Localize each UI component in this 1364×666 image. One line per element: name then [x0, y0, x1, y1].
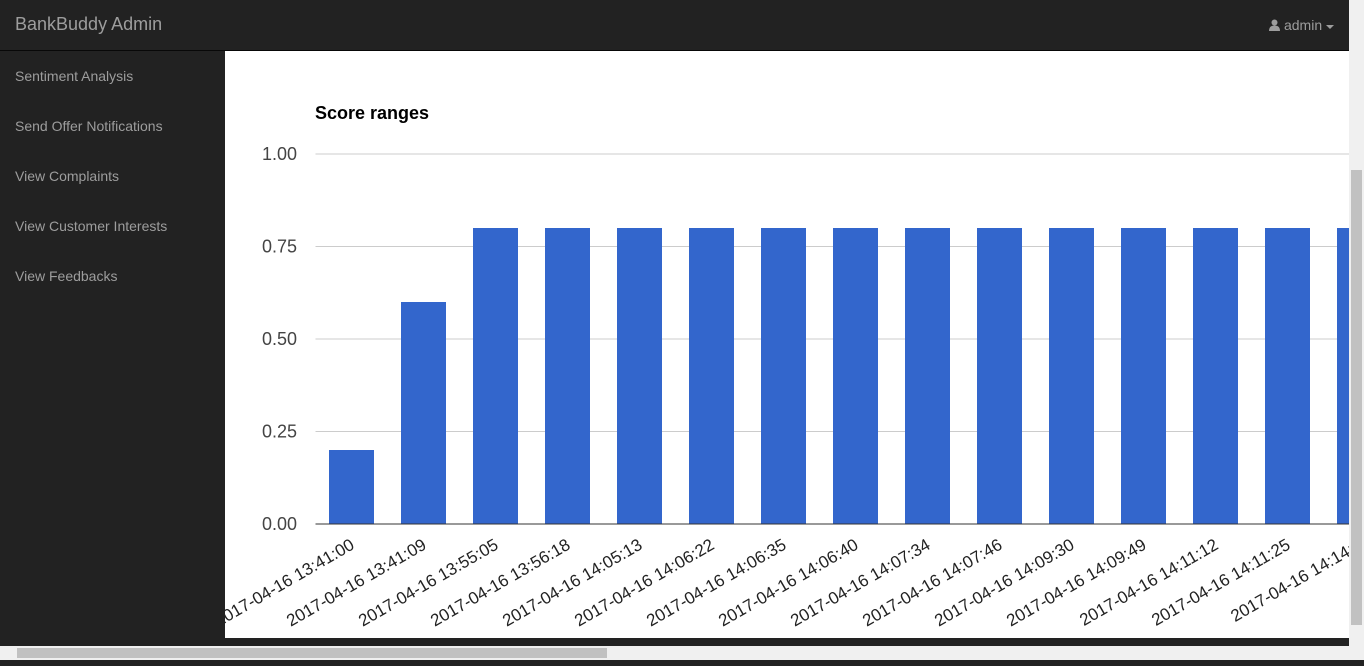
y-tick-label: 0.25: [262, 422, 297, 442]
scroll-thumb[interactable]: [17, 648, 607, 658]
bar: [1049, 228, 1094, 524]
y-tick-label: 0.50: [262, 329, 297, 349]
bar: [545, 228, 590, 524]
bar: [761, 228, 806, 524]
bar: [1265, 228, 1310, 524]
brand[interactable]: BankBuddy Admin: [15, 14, 163, 34]
navbar: BankBuddy Admin admin: [0, 0, 1349, 51]
bar: [905, 228, 950, 524]
nav-link[interactable]: View Feedbacks: [15, 268, 118, 284]
bar: [1193, 228, 1238, 524]
bar: [617, 228, 662, 524]
user-menu[interactable]: admin: [1269, 17, 1334, 33]
horizontal-scrollbar[interactable]: [0, 646, 1364, 660]
nav-link[interactable]: View Customer Interests: [15, 218, 168, 234]
caret: [1326, 25, 1334, 29]
bar: [1121, 228, 1166, 524]
nav-link[interactable]: Send Offer Notifications: [15, 118, 163, 134]
bar: [977, 228, 1022, 524]
bar: [401, 302, 446, 524]
nav-link[interactable]: View Complaints: [15, 168, 120, 184]
scroll-thumb[interactable]: [1351, 170, 1362, 625]
chart-title: Score ranges: [315, 103, 429, 123]
user-name: admin: [1283, 17, 1323, 33]
bar: [473, 228, 518, 524]
vertical-scrollbar[interactable]: [1349, 0, 1364, 646]
nav-link[interactable]: Sentiment Analysis: [15, 68, 134, 84]
y-tick-label: 0.75: [262, 237, 297, 257]
bar: [329, 450, 374, 524]
user-icon: [1269, 19, 1281, 31]
bar: [689, 228, 734, 524]
sidebar: Sentiment Analysis Send Offer Notificatio…: [0, 51, 225, 646]
y-tick-label: 0.00: [262, 514, 297, 534]
bar: [833, 228, 878, 524]
bar: [1337, 228, 1349, 524]
y-tick-label: 1.00: [262, 144, 297, 164]
content: Score ranges 0.00 0.25 0.50 0.75 1.00 2017-04…: [225, 51, 1349, 638]
x-tick-label: 2017-04-16 14:11:25: [1148, 535, 1293, 630]
chart: Score ranges 0.00 0.25 0.50 0.75 1.00 2017-04…: [225, 103, 1349, 630]
